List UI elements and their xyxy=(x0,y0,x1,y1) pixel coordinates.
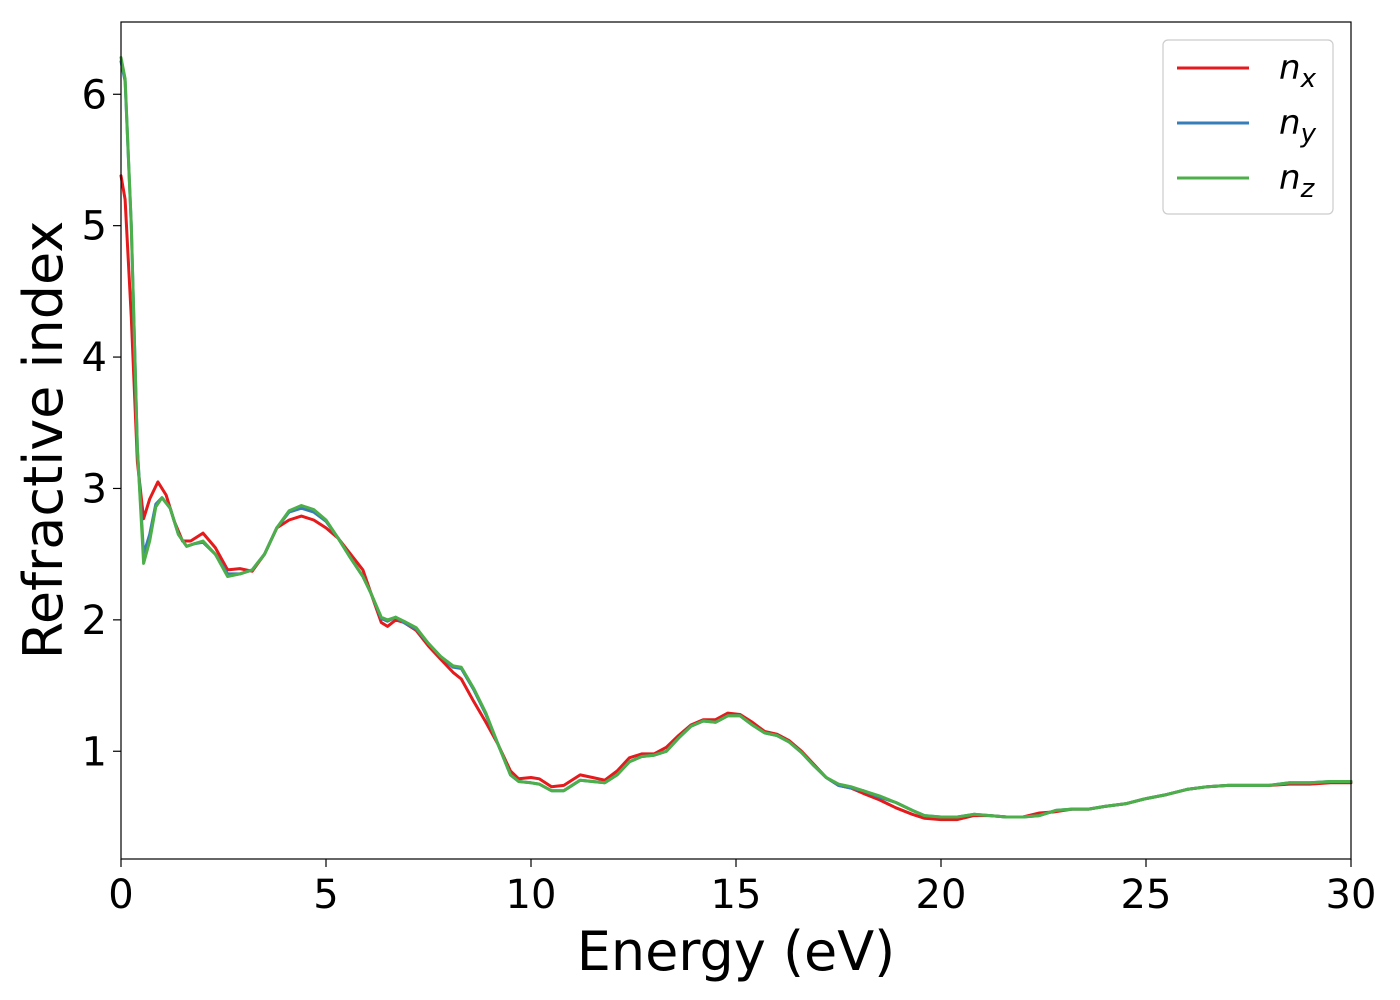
legend-label-main: n xyxy=(1279,48,1301,88)
y-axis-title: Refractive index xyxy=(12,221,75,660)
legend-label-subscript: x xyxy=(1300,64,1317,94)
y-tick-label: 4 xyxy=(82,335,107,381)
x-axis-title: Energy (eV) xyxy=(577,920,896,983)
x-tick-label: 20 xyxy=(916,872,967,918)
legend-label-nz: nz xyxy=(1279,158,1316,204)
x-tick-label: 10 xyxy=(506,872,557,918)
x-axis-ticks: 0 5 10 15 20 25 30 xyxy=(108,859,1376,918)
x-tick-label: 0 xyxy=(108,872,133,918)
y-tick-label: 1 xyxy=(82,729,107,775)
series-line-nx xyxy=(119,174,1353,822)
x-tick-label: 15 xyxy=(711,872,762,918)
legend-box xyxy=(1162,39,1334,215)
series-line-nz xyxy=(119,56,1353,819)
legend-label-main: n xyxy=(1279,103,1301,143)
y-tick-label: 5 xyxy=(82,204,107,250)
legend-label-nx: nx xyxy=(1279,48,1317,94)
legend-label-main: n xyxy=(1279,158,1301,198)
y-tick-label: 3 xyxy=(82,466,107,512)
x-tick-label: 30 xyxy=(1326,872,1377,918)
legend-label-subscript: z xyxy=(1300,174,1316,204)
y-tick-label: 6 xyxy=(82,72,107,118)
x-tick-label: 5 xyxy=(313,872,338,918)
y-axis-ticks: 1 2 3 4 5 6 xyxy=(82,72,121,775)
series-layer xyxy=(119,56,1353,822)
x-tick-label: 25 xyxy=(1121,872,1172,918)
y-tick-label: 2 xyxy=(82,598,107,644)
legend-label-subscript: y xyxy=(1300,119,1317,149)
legend-label-ny: ny xyxy=(1279,103,1317,149)
